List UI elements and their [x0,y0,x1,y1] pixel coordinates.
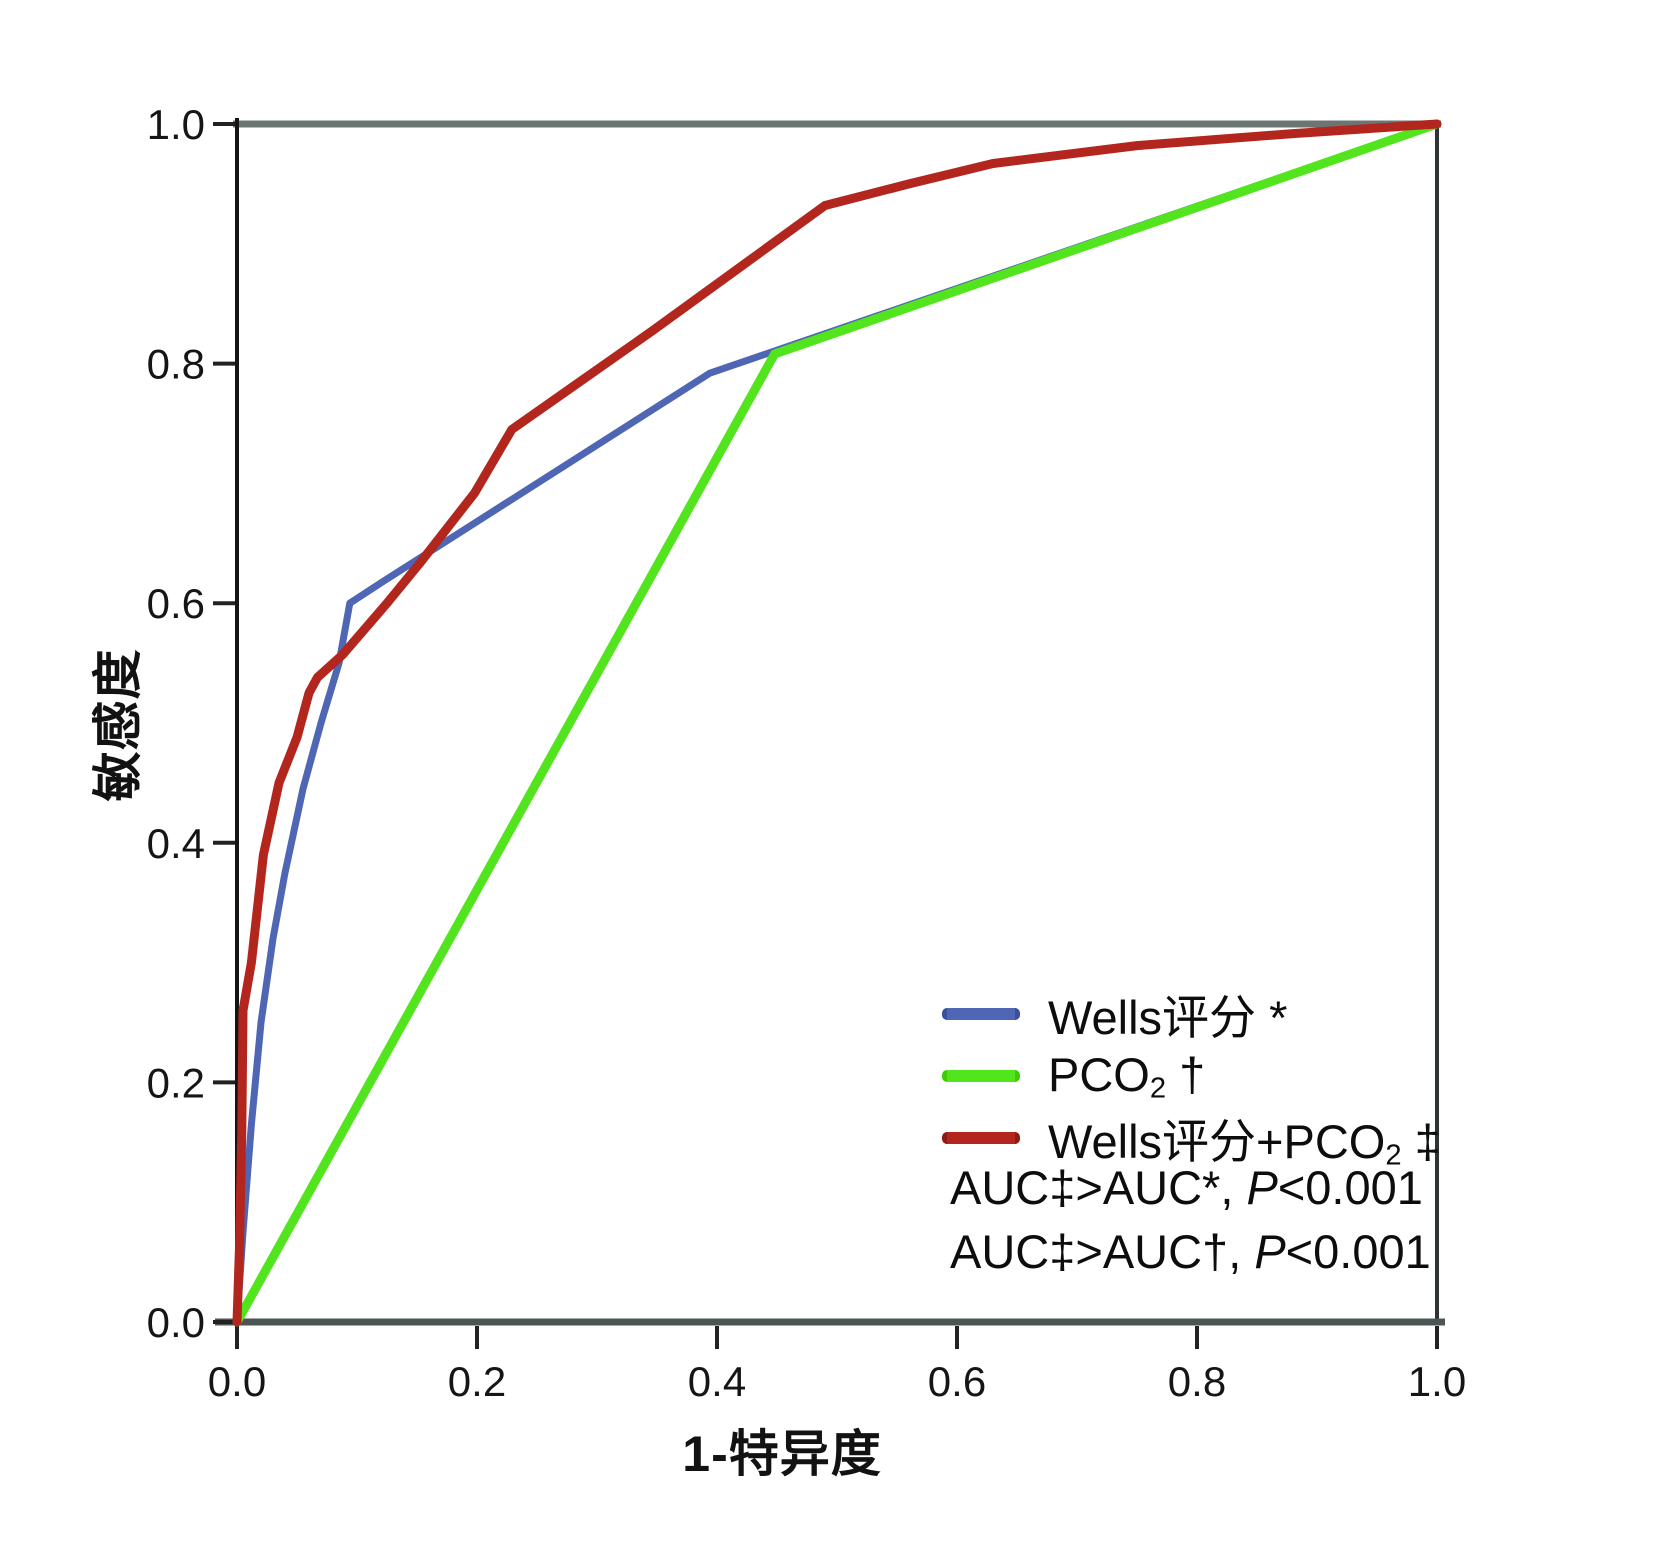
x-tick-label: 0.2 [448,1358,506,1405]
y-axis-title: 敏感度 [90,648,146,802]
legend-item-wells-pco2: Wells评分+PCO2 ‡ [942,1107,1441,1172]
y-tick-label: 0.4 [147,820,205,867]
x-axis-title: 1-特异度 [682,1426,882,1482]
y-tick-label: 1.0 [147,101,205,148]
legend-label-pco2: PCO2 † [1048,1047,1206,1105]
y-tick-label: 0.2 [147,1059,205,1106]
wells-line-swatch [942,1008,1020,1020]
roc-curve-0 [233,120,1441,1326]
roc-curve-2 [232,119,1442,1327]
x-tick-label: 0.8 [1168,1358,1226,1405]
legend-label-wells-pco2: Wells评分+PCO2 ‡ [1048,1115,1441,1172]
auc-comparison-2: AUC‡>AUC†, P<0.001 [950,1225,1431,1278]
wells-pco2-line-swatch [942,1132,1020,1144]
legend-item-wells: Wells评分 * [942,983,1287,1045]
legend-label-wells: Wells评分 * [1048,991,1288,1045]
x-tick-label: 0.4 [688,1358,746,1405]
auc-comparison-1: AUC‡>AUC*, P<0.001 [950,1161,1423,1214]
x-tick-label: 1.0 [1408,1358,1466,1405]
y-tick-label: 0.6 [147,580,205,627]
x-tick-label: 0.6 [928,1358,986,1405]
roc-curve-1 [232,119,1442,1327]
legend-item-pco2: PCO2 † [942,1045,1205,1107]
x-tick-label: 0.0 [208,1358,266,1405]
y-tick-label: 0.0 [147,1299,205,1346]
y-tick-label: 0.8 [147,341,205,388]
pco2-line-swatch [942,1070,1020,1082]
